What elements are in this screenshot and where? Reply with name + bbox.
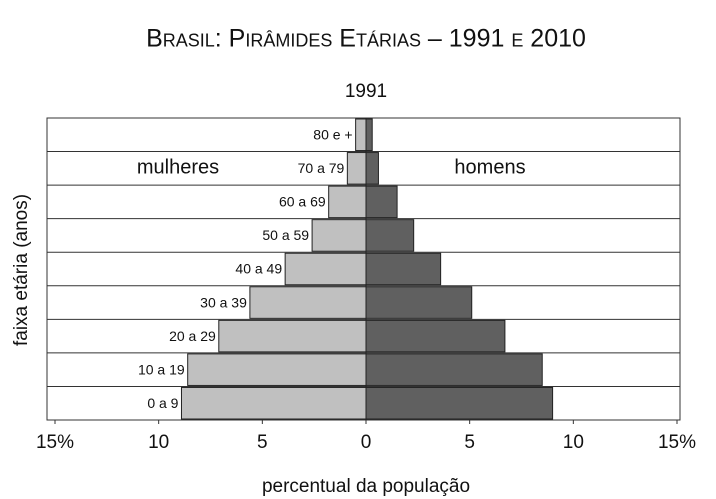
bar — [365, 319, 506, 353]
x-tick-label: 0 — [361, 432, 372, 453]
bar — [365, 152, 379, 185]
x-tick-label: 5 — [257, 432, 268, 453]
category-label-bg — [295, 159, 347, 178]
bar — [346, 152, 367, 185]
chart-title: Brasil: Pirâmides Etárias – 1991 e 2010 — [146, 25, 586, 53]
bar — [284, 252, 367, 286]
x-tick-label: 15% — [658, 432, 696, 453]
chart-subtitle: 1991 — [345, 81, 387, 102]
category-label-bg — [233, 259, 285, 278]
category-label: 50 a 59 — [262, 227, 309, 243]
category-label: 80 e + — [313, 126, 352, 142]
bar — [365, 286, 473, 319]
legend-label: mulheres — [137, 157, 219, 179]
y-axis-label: faixa etária (anos) — [11, 194, 32, 346]
category-label: 40 a 49 — [235, 261, 282, 277]
legend-label: homens — [454, 157, 525, 179]
category-label: 0 a 9 — [147, 395, 178, 411]
x-tick-label: 15% — [36, 432, 74, 453]
x-tick-label: 10 — [148, 432, 169, 453]
bar — [355, 118, 367, 152]
category-label: 30 a 39 — [200, 294, 247, 310]
x-axis-label: percentual da população — [262, 476, 470, 497]
category-label-bg — [276, 192, 328, 211]
category-label-bg — [135, 360, 187, 379]
bar — [365, 386, 554, 420]
category-label-bg — [260, 226, 312, 245]
category-label-bg — [311, 125, 355, 144]
x-tick-label: 10 — [563, 432, 584, 453]
bar — [365, 185, 398, 219]
bar — [328, 185, 367, 219]
bar — [311, 219, 367, 252]
category-label: 60 a 69 — [279, 194, 326, 210]
category-label: 70 a 79 — [298, 160, 345, 176]
bar — [218, 319, 367, 353]
category-label: 10 a 19 — [138, 361, 185, 377]
category-label-bg — [145, 393, 181, 412]
category-label-bg — [167, 326, 218, 345]
x-tick-label: 5 — [464, 432, 475, 453]
bar — [365, 219, 415, 252]
bar — [365, 252, 442, 286]
bar — [180, 386, 367, 420]
category-label: 20 a 29 — [169, 328, 216, 344]
category-label-bg — [198, 293, 250, 312]
bar — [365, 118, 373, 152]
bar — [249, 286, 367, 319]
bar — [365, 353, 543, 386]
bar — [187, 353, 367, 386]
